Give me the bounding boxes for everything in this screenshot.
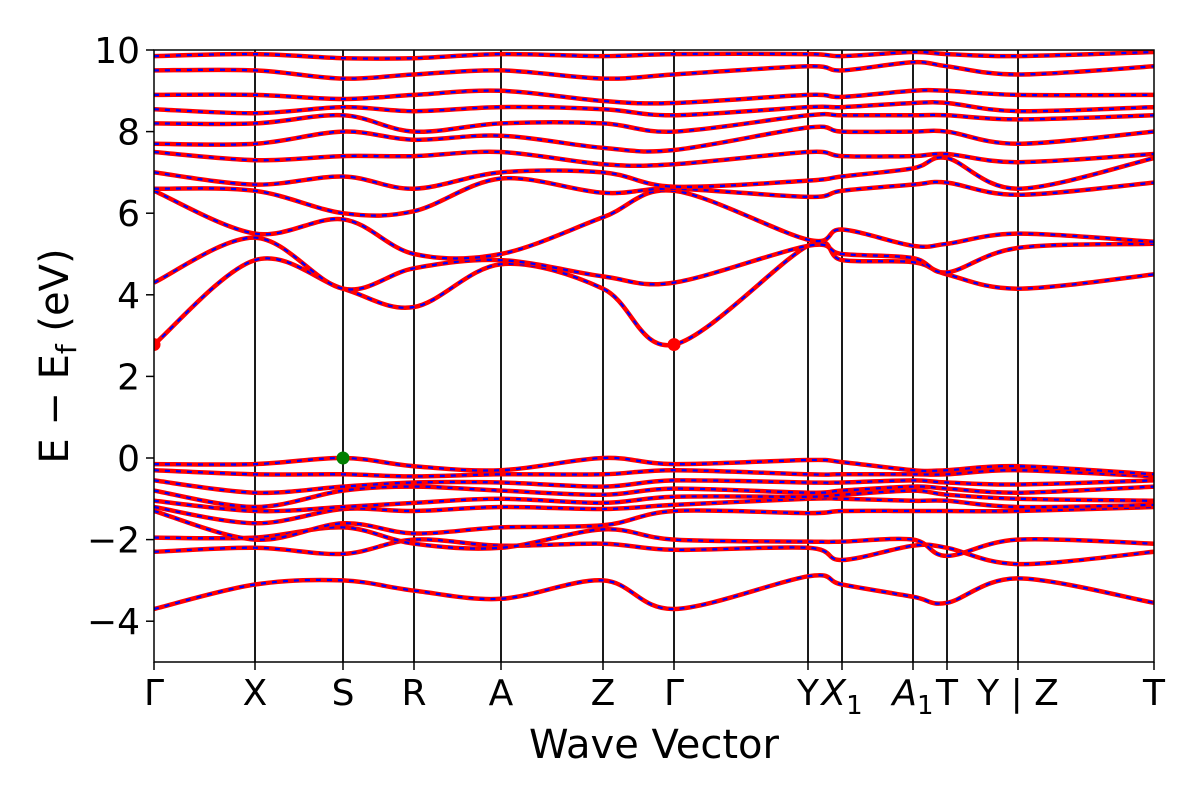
x-tick-label: A bbox=[489, 673, 514, 714]
y-axis-title-sub: f bbox=[50, 343, 83, 354]
band-line-dashed bbox=[154, 489, 1154, 513]
x-tick-label: T bbox=[1142, 673, 1166, 714]
y-tick-label: 8 bbox=[117, 113, 140, 154]
band-line-dashed bbox=[154, 485, 1154, 509]
vbm-marker bbox=[336, 451, 350, 465]
band-line-dashed bbox=[154, 236, 1154, 291]
band-line-dashed bbox=[154, 89, 1154, 105]
band-line bbox=[154, 87, 1154, 106]
x-tick-label: Γ bbox=[664, 673, 684, 714]
band-line-dashed bbox=[154, 505, 1154, 541]
cbm-marker bbox=[154, 338, 161, 352]
x-tick-label: X bbox=[243, 673, 268, 714]
band-line bbox=[154, 573, 1154, 612]
y-axis-title: E − Ef (eV) bbox=[32, 248, 83, 463]
y-tick-label: 2 bbox=[117, 357, 140, 398]
band-line-dashed bbox=[154, 101, 1154, 117]
band-line-dashed bbox=[154, 156, 1154, 190]
band-line-dashed bbox=[154, 574, 1154, 611]
kpoint-separators bbox=[254, 50, 1019, 662]
y-tick-label: −2 bbox=[87, 521, 140, 562]
band-line-dashed bbox=[154, 469, 1154, 478]
band-line bbox=[154, 149, 1154, 169]
x-tick-label: Y | Z bbox=[976, 673, 1059, 714]
x-axis-title: Wave Vector bbox=[529, 722, 780, 768]
x-tick-label: S bbox=[332, 673, 355, 714]
plot-frame bbox=[153, 49, 1155, 663]
x-tick-label: Y bbox=[796, 673, 820, 714]
y-tick-label: 6 bbox=[117, 194, 140, 235]
band-line-dashed bbox=[154, 479, 1154, 494]
y-axis-title-main: E − E bbox=[32, 354, 78, 464]
y-tick-label: 0 bbox=[117, 439, 140, 480]
band-line bbox=[154, 188, 1154, 261]
band-line-dashed bbox=[154, 61, 1154, 80]
y-axis-ticks: −4 −2 0 2 4 6 8 10 bbox=[87, 31, 154, 643]
band-line-dashed bbox=[154, 125, 1154, 153]
x-tick-label: Z bbox=[591, 673, 616, 714]
y-axis-title-unit: (eV) bbox=[32, 248, 78, 344]
band-line-dashed bbox=[154, 150, 1154, 167]
band-line-dashed bbox=[154, 526, 1154, 558]
band-line-dashed bbox=[154, 50, 1154, 60]
x-tick-label: T bbox=[935, 673, 959, 714]
band-lines bbox=[154, 50, 1154, 612]
band-line-dashed bbox=[154, 240, 1154, 347]
extrema-markers bbox=[154, 338, 681, 465]
x-tick-label: Γ bbox=[144, 673, 164, 714]
band-line bbox=[154, 59, 1154, 81]
y-tick-label: 10 bbox=[94, 31, 140, 72]
band-line bbox=[154, 537, 1154, 567]
y-tick-label: −4 bbox=[87, 602, 140, 643]
band-line bbox=[154, 239, 1154, 348]
x-tick-label: A1 bbox=[890, 673, 933, 721]
y-tick-label: 4 bbox=[117, 276, 140, 317]
cbm-marker bbox=[667, 338, 681, 352]
x-tick-label: X1 bbox=[819, 673, 862, 721]
band-line-dashed bbox=[154, 456, 1154, 476]
x-tick-label: R bbox=[401, 673, 426, 714]
band-line bbox=[154, 111, 1154, 134]
